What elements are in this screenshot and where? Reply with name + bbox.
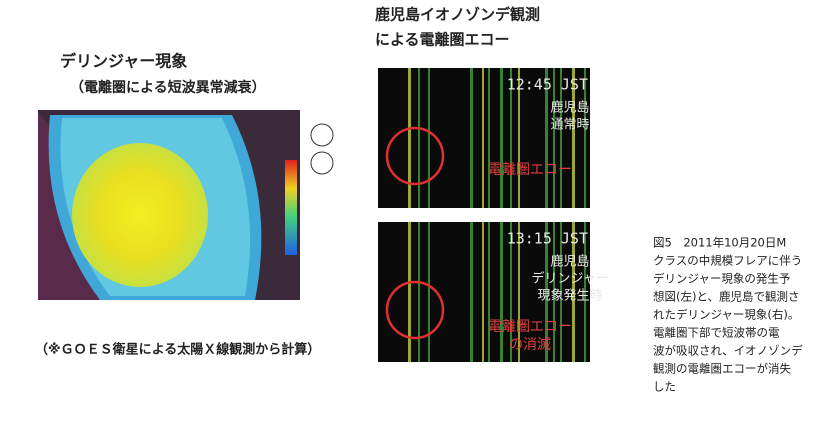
right-title: による電離圏エコー [375,31,510,49]
echo-band [418,68,420,208]
caption-line: 図5 2011年10月20日M [653,236,786,250]
echo-band [482,222,484,362]
caption-line: 波が吸収され、イオノゾンデ [653,344,803,358]
echo-band [500,68,503,208]
echo-band [470,68,473,208]
station-label: 鹿児島 [550,254,589,270]
echo-band [408,222,411,362]
caption-line: クラスの中規模フレアに伴う [653,254,802,268]
left-note: （※ＧＯＥＳ衛星による太陽Ｘ線観測から計算） [35,342,320,358]
station-label: 現象発生時 [537,289,602,304]
station-label: 通常時 [550,118,589,133]
page: デリンジャー現象 （電離圏による短波異常減衰） （※ＧＯＥＳ衛星による太陽Ｘ線観… [0,0,827,420]
caption-line: した [653,380,676,394]
echo-band [428,68,430,208]
echo-band [500,222,503,362]
station-label: デリンジャー [531,271,608,287]
echo-label: 電離圏エコー [488,161,572,178]
echo-label: 電離圏エコー [488,318,572,335]
caption-line: 観測の電離圏エコーが消失 [653,362,791,376]
caption-line: 電離圏下部で短波帯の電 [653,326,780,340]
echo-band [488,222,490,362]
time-label: 13:15 JST [507,230,588,248]
echo-band [428,222,430,362]
map-image [38,110,333,300]
echo-band [470,222,473,362]
caption-line: デリンジャー現象の発生予 [653,272,790,286]
left-subtitle: （電離圏による短波異常減衰） [70,79,266,96]
echo-band [418,222,420,362]
station-label: 鹿児島 [550,100,589,116]
time-label: 12:45 JST [507,76,588,94]
caption: 図5 2011年10月20日M クラスの中規模フレアに伴うデリンジャー現象の発生予… [653,236,803,394]
right-title: 鹿児島イオノゾンデ観測 [375,6,540,24]
left-title: デリンジャー現象 [60,52,187,71]
echo-band [408,68,411,208]
echo-band [488,68,490,208]
caption-line: れたデリンジャー現象(右)。 [653,308,799,322]
caption-line: 想図(左)と、鹿児島で観測さ [653,290,800,304]
echo-label: の消滅 [509,337,551,353]
echo-band [482,68,484,208]
